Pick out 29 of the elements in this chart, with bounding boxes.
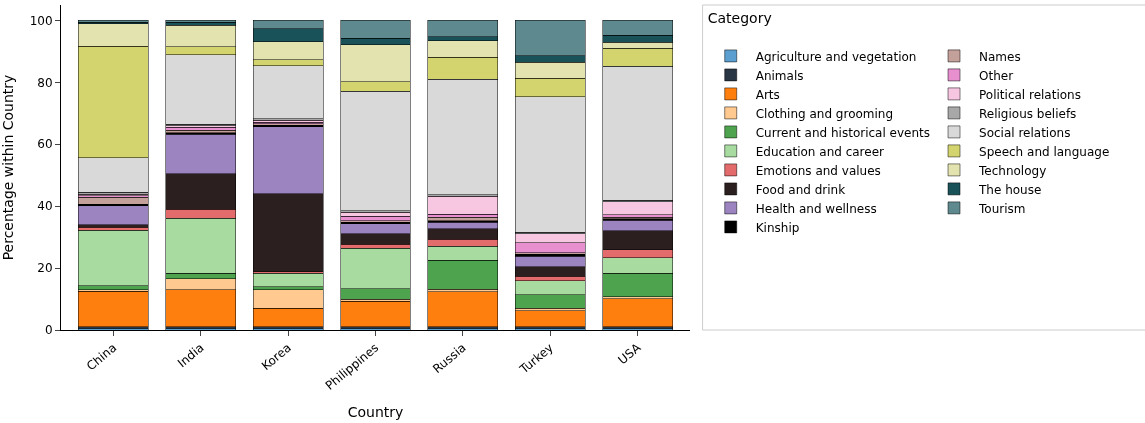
- legend-title: Category: [707, 10, 772, 27]
- legend-label: Emotions and values: [755, 163, 881, 178]
- legend-label: Clothing and grooming: [755, 106, 894, 121]
- y-axis-title: Percentage within Country: [0, 74, 16, 261]
- x-axis-title: Country: [347, 404, 404, 421]
- y-tick-label: 60: [37, 137, 53, 152]
- legend-label: Other: [979, 68, 1014, 83]
- legend-label: Tourism: [978, 201, 1026, 216]
- legend-label: Health and wellness: [755, 201, 877, 216]
- legend-label: Religious beliefs: [979, 106, 1077, 121]
- legend-label: Agriculture and vegetation: [755, 49, 917, 64]
- legend-label: Political relations: [979, 87, 1081, 102]
- legend-label: Animals: [755, 68, 804, 83]
- y-tick-label: 0: [44, 323, 53, 338]
- legend-label: Speech and language: [979, 144, 1110, 159]
- x-tick-label: USA: [615, 340, 644, 368]
- legend-label: Social relations: [979, 125, 1071, 140]
- legend-label: Arts: [755, 87, 780, 102]
- legend-label: Names: [979, 49, 1021, 64]
- legend-label: Kinship: [755, 220, 800, 235]
- y-tick-label: 40: [37, 199, 53, 214]
- y-tick-label: 100: [29, 13, 53, 28]
- legend-label: Technology: [978, 163, 1047, 178]
- legend-label: The house: [978, 182, 1042, 197]
- legend-label: Current and historical events: [755, 125, 931, 140]
- legend-label: Education and career: [755, 144, 885, 159]
- legend-label: Food and drink: [755, 182, 846, 197]
- y-tick-label: 20: [37, 261, 53, 276]
- y-tick-label: 80: [37, 75, 53, 90]
